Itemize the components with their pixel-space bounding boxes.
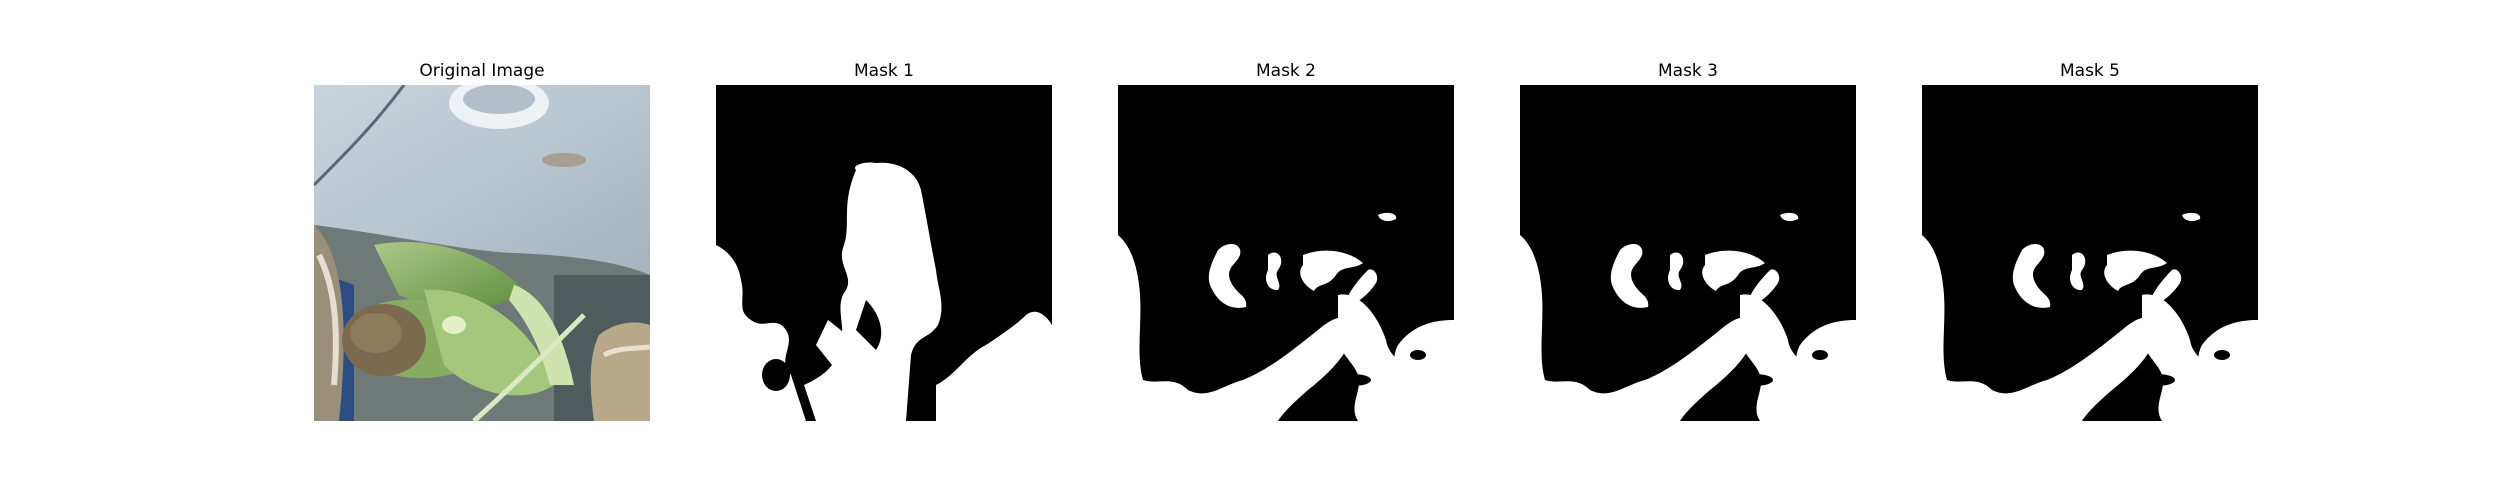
panel-title: Mask 3 [1657, 61, 1718, 81]
mask-5-image [1922, 85, 2258, 421]
panel-mask-5: Mask 5 [1922, 58, 2258, 421]
panel-original-image: Original Image [314, 58, 650, 421]
panel-mask-3: Mask 3 [1520, 58, 1856, 421]
panel-mask-2: Mask 2 [1118, 58, 1454, 421]
original-image [314, 85, 650, 421]
panel-mask-1: Mask 1 [716, 58, 1052, 421]
mask-1-image [716, 85, 1052, 421]
panel-title: Original Image [419, 61, 545, 81]
panel-title: Mask 1 [853, 61, 914, 81]
mask-3-image [1520, 85, 1856, 421]
mask-2-image [1118, 85, 1454, 421]
panel-title: Mask 2 [1255, 61, 1316, 81]
panel-title: Mask 5 [2059, 61, 2120, 81]
